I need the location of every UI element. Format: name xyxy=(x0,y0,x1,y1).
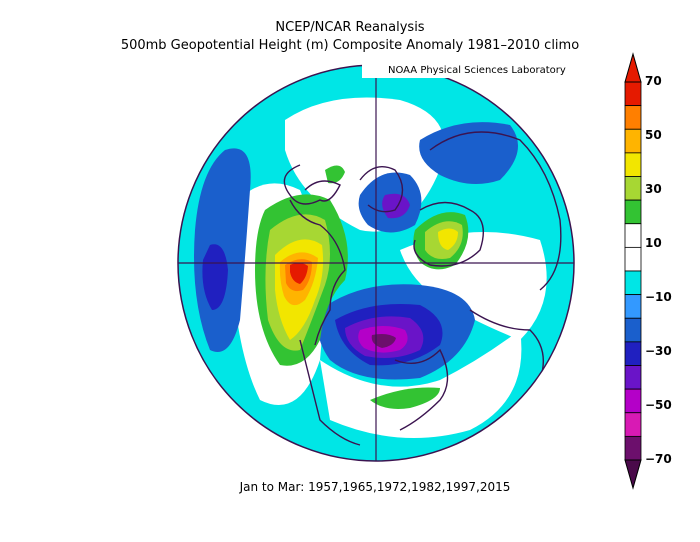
coast-africa xyxy=(394,348,449,431)
colorbar-cell xyxy=(624,412,642,437)
colorbar-cell xyxy=(624,223,642,248)
colorbar-label: −70 xyxy=(645,452,672,466)
caption: Jan to Mar: 1957,1965,1972,1982,1997,201… xyxy=(239,480,511,494)
colorbar-cell xyxy=(624,294,642,319)
colorbar-cell xyxy=(624,388,642,414)
colorbar-label: 50 xyxy=(645,128,662,142)
colorbar-cell xyxy=(624,270,642,296)
colorbar-cell xyxy=(624,246,642,272)
colorbar-arrow-bottom xyxy=(624,459,642,490)
colorbar-cell xyxy=(624,176,642,201)
neg-lobe-polar-core xyxy=(382,193,410,219)
coast-canada xyxy=(289,199,346,346)
neg-lobe-siberia xyxy=(419,122,518,184)
colorbar-cell xyxy=(624,81,642,107)
pos-lobe-america-core xyxy=(290,262,308,284)
neutral-area-south xyxy=(320,330,522,438)
colorbar-label: 30 xyxy=(645,182,662,196)
chart-title: NCEP/NCAR Reanalysis xyxy=(275,20,425,35)
coast-america-south xyxy=(299,339,361,446)
pos-lobe-africa xyxy=(370,387,440,409)
coast-alaska xyxy=(283,164,341,205)
colorbar-cell xyxy=(624,152,642,177)
chart-subtitle: 500mb Geopotential Height (m) Composite … xyxy=(120,38,580,53)
colorbar-label: −50 xyxy=(645,398,672,412)
credit-label: NOAA Physical Sciences Laboratory xyxy=(362,64,576,78)
colorbar-label: 10 xyxy=(645,236,662,250)
colorbar-cell xyxy=(624,341,642,366)
colorbar-cell xyxy=(624,128,642,154)
coast-asia-east xyxy=(469,309,544,381)
colorbar-arrow-top xyxy=(624,52,642,83)
pos-lobe-europe-30 xyxy=(438,228,458,250)
neg-lobe-pacific-core xyxy=(202,244,228,310)
colorbar-cell xyxy=(624,105,642,130)
colorbar-cell xyxy=(624,317,642,343)
colorbar-cell xyxy=(624,365,642,390)
coast-europe xyxy=(413,201,484,267)
neg-lobe-atlantic-center xyxy=(371,334,396,348)
colorbar-cell xyxy=(624,199,642,225)
colorbar-label: −10 xyxy=(645,290,672,304)
pos-lobe-greenland xyxy=(325,165,345,184)
colorbar-cell xyxy=(624,435,642,461)
colorbar-label: 70 xyxy=(645,74,662,88)
coast-eurasia xyxy=(429,131,562,291)
colorbar-label: −30 xyxy=(645,344,672,358)
